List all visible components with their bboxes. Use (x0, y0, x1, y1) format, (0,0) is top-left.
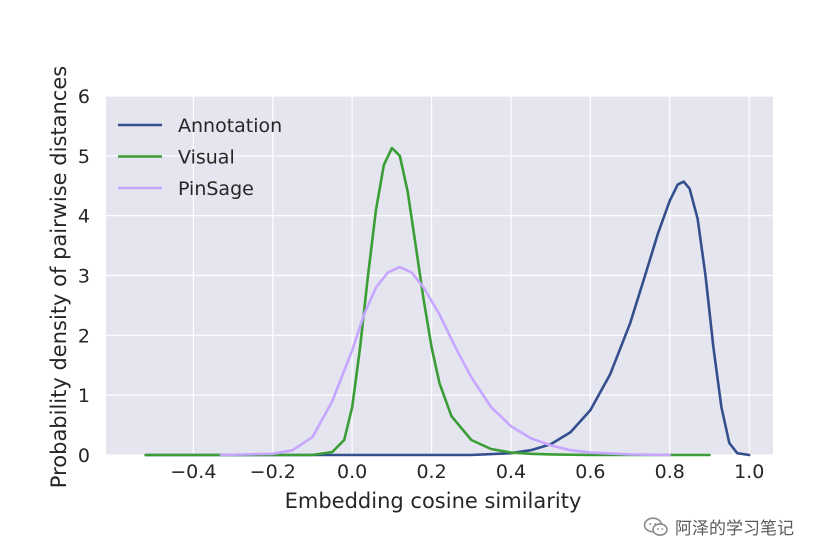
x-tick-label: −0.2 (250, 461, 296, 483)
x-tick-label: 1.0 (734, 461, 764, 483)
y-tick-label: 5 (78, 146, 90, 168)
legend-label-annotation: Annotation (178, 115, 282, 137)
series-line-pinsage (219, 265, 672, 457)
series-line-annotation (144, 180, 751, 457)
y-tick-label: 6 (78, 86, 90, 108)
x-tick-label: 0.2 (416, 461, 446, 483)
watermark-text: 阿泽的学习笔记 (675, 519, 794, 539)
legend-label-visual: Visual (178, 147, 235, 169)
y-tick-label: 3 (78, 266, 90, 288)
x-axis-label: Embedding cosine similarity (285, 489, 582, 513)
y-tick-label: 0 (78, 445, 90, 467)
y-tick-label: 4 (78, 206, 90, 228)
legend: Annotation Visual PinSage (118, 115, 282, 200)
series-lines (144, 146, 751, 457)
y-tick-labels: 0 1 2 3 4 5 6 (78, 86, 90, 467)
x-tick-labels: −0.4 −0.2 0.0 0.2 0.4 0.6 0.8 1.0 (170, 461, 764, 483)
x-tick-label: −0.4 (170, 461, 216, 483)
y-tick-label: 2 (78, 325, 90, 347)
x-tick-label: 0.8 (655, 461, 685, 483)
x-tick-label: 0.0 (337, 461, 367, 483)
legend-label-pinsage: PinSage (178, 178, 254, 200)
watermark: 阿泽的学习笔记 (643, 514, 794, 539)
wechat-icon (643, 516, 668, 536)
series-line-visual (144, 146, 711, 457)
y-axis-label: Probability density of pairwise distance… (47, 66, 71, 488)
x-tick-label: 0.4 (496, 461, 526, 483)
x-tick-label: 0.6 (575, 461, 605, 483)
y-tick-label: 1 (78, 385, 90, 407)
